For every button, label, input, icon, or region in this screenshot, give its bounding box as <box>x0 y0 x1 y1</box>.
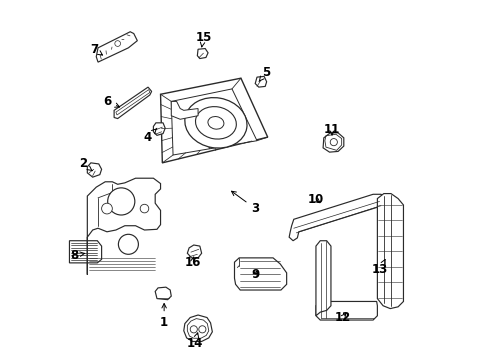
Polygon shape <box>377 194 403 309</box>
Text: 12: 12 <box>334 311 350 324</box>
Text: 13: 13 <box>371 260 387 276</box>
Ellipse shape <box>195 107 236 139</box>
Polygon shape <box>87 163 102 177</box>
Text: 15: 15 <box>195 31 211 47</box>
Polygon shape <box>315 241 330 316</box>
Polygon shape <box>234 258 286 290</box>
Polygon shape <box>69 241 102 263</box>
Text: 7: 7 <box>90 43 102 56</box>
Circle shape <box>102 203 112 214</box>
Polygon shape <box>187 245 201 258</box>
Circle shape <box>190 326 197 333</box>
Text: 5: 5 <box>259 66 269 81</box>
Circle shape <box>140 204 148 213</box>
Text: 4: 4 <box>143 128 157 144</box>
Polygon shape <box>153 123 165 135</box>
Polygon shape <box>255 76 266 87</box>
Polygon shape <box>96 32 137 62</box>
Circle shape <box>118 234 138 254</box>
Text: 16: 16 <box>184 256 201 269</box>
Text: 9: 9 <box>250 268 259 281</box>
Polygon shape <box>87 178 160 275</box>
Polygon shape <box>323 133 343 152</box>
Text: 2: 2 <box>79 157 92 171</box>
Ellipse shape <box>207 117 224 129</box>
Polygon shape <box>315 301 377 320</box>
Polygon shape <box>171 102 198 119</box>
Polygon shape <box>160 78 267 163</box>
Text: 1: 1 <box>160 303 168 329</box>
Polygon shape <box>183 315 212 342</box>
Text: 11: 11 <box>323 123 340 136</box>
Text: 3: 3 <box>231 191 259 215</box>
Circle shape <box>107 188 135 215</box>
Polygon shape <box>114 87 151 118</box>
Ellipse shape <box>184 98 246 148</box>
Text: 14: 14 <box>186 333 202 350</box>
Circle shape <box>329 139 337 146</box>
Polygon shape <box>197 49 207 59</box>
Polygon shape <box>155 287 171 300</box>
Text: 8: 8 <box>71 248 84 261</box>
Text: 6: 6 <box>102 95 119 108</box>
Polygon shape <box>171 89 257 155</box>
Polygon shape <box>288 194 385 241</box>
Circle shape <box>198 326 205 333</box>
Text: 10: 10 <box>307 193 324 206</box>
Circle shape <box>115 41 121 46</box>
